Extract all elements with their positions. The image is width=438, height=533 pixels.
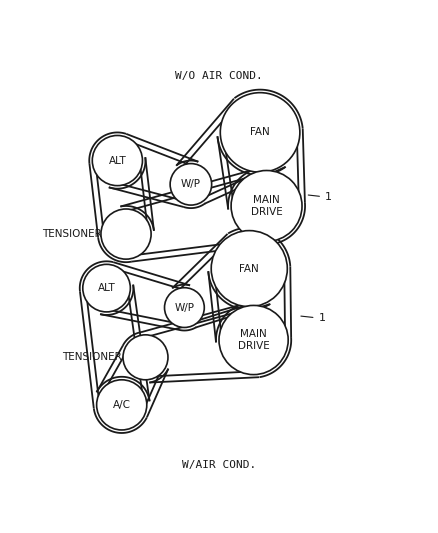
Circle shape [165,288,204,327]
Circle shape [123,335,168,380]
Text: ALT: ALT [109,156,126,166]
Text: MAIN
DRIVE: MAIN DRIVE [251,195,283,217]
Text: TENSIONER: TENSIONER [62,352,122,362]
Circle shape [92,135,142,185]
Text: W/P: W/P [181,179,201,189]
Text: W/O AIR COND.: W/O AIR COND. [175,71,263,81]
Circle shape [219,305,288,375]
Circle shape [211,231,287,306]
Circle shape [170,164,212,205]
Circle shape [83,264,131,312]
Text: A/C: A/C [113,400,131,410]
Text: FAN: FAN [250,127,270,138]
Circle shape [97,380,147,430]
Circle shape [231,171,302,241]
Text: W/P: W/P [174,303,194,312]
Circle shape [220,93,300,172]
Text: 1: 1 [301,313,325,324]
Text: 1: 1 [308,192,332,203]
Text: MAIN
DRIVE: MAIN DRIVE [238,329,269,351]
Circle shape [101,209,151,259]
Text: W/AIR COND.: W/AIR COND. [182,461,256,471]
Text: ALT: ALT [98,283,116,293]
Text: TENSIONER: TENSIONER [42,229,102,239]
Text: FAN: FAN [240,264,259,273]
